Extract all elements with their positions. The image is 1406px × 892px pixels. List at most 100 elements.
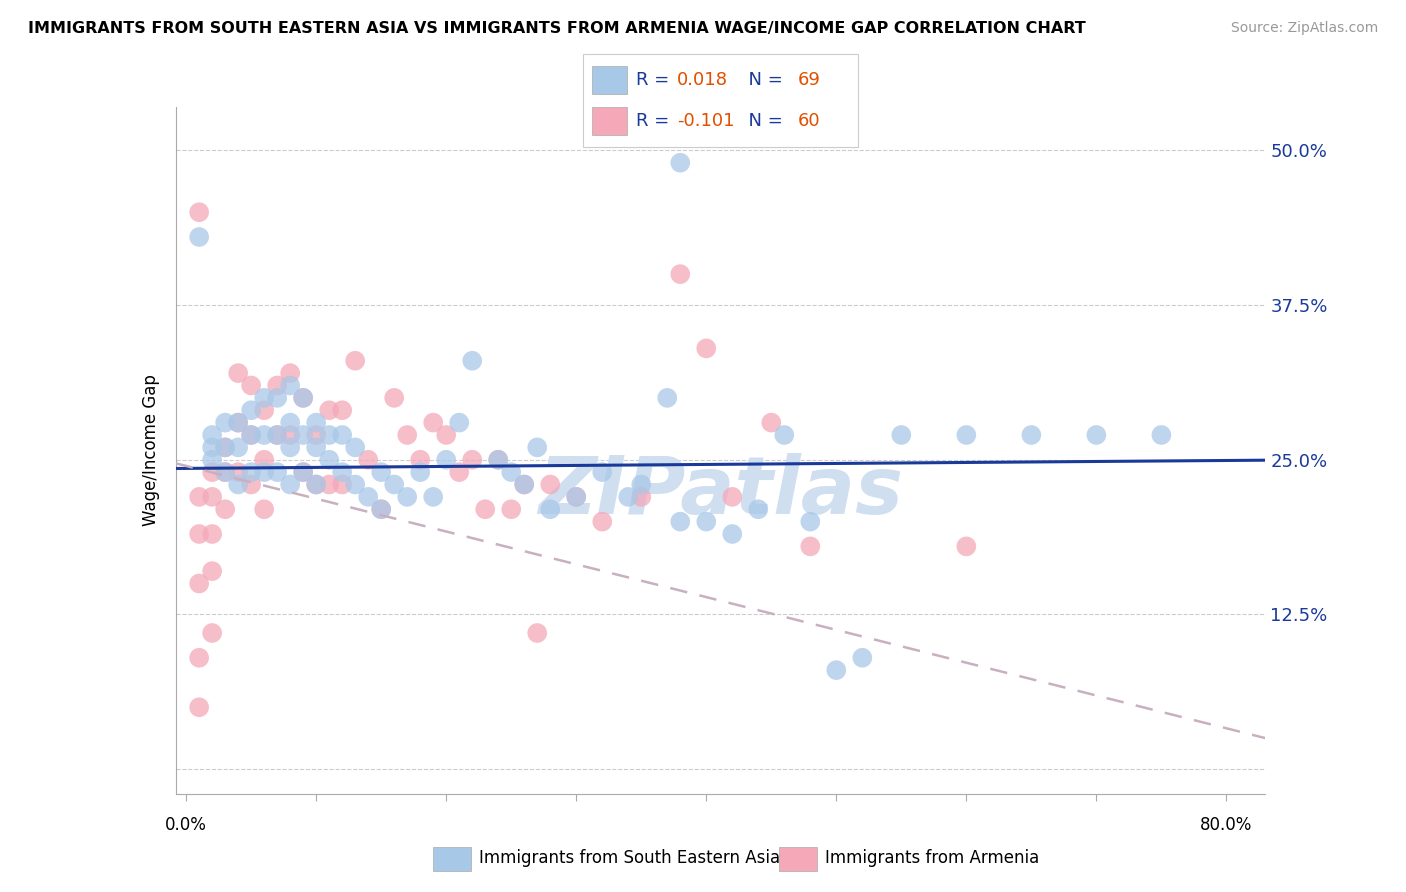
Point [825,663,848,677]
Point [669,515,692,529]
Point [226,416,249,430]
Point [188,650,211,665]
Point [292,465,315,479]
Point [344,353,367,368]
Point [266,391,288,405]
Point [370,465,392,479]
Point [474,502,496,516]
Text: Immigrants from Armenia: Immigrants from Armenia [825,849,1039,867]
Point [501,465,523,479]
Point [214,465,236,479]
Text: 80.0%: 80.0% [1201,816,1253,834]
Text: ZIPatlas: ZIPatlas [538,452,903,531]
Point [617,490,640,504]
Point [278,378,301,392]
Point [214,416,236,430]
Point [201,564,224,578]
Point [240,428,263,442]
Point [955,428,977,442]
Point [538,502,561,516]
Point [630,477,652,491]
FancyBboxPatch shape [583,54,858,147]
Point [747,502,769,516]
Point [382,391,405,405]
Point [278,441,301,455]
Point [669,267,692,281]
Text: Immigrants from South Eastern Asia: Immigrants from South Eastern Asia [479,849,780,867]
Point [214,441,236,455]
Point [538,477,561,491]
Point [695,342,717,356]
Point [486,452,509,467]
Text: R =: R = [636,112,675,130]
Point [305,428,328,442]
Point [240,477,263,491]
FancyBboxPatch shape [779,847,817,871]
Point [226,366,249,380]
Point [513,477,536,491]
Point [513,477,536,491]
Point [240,378,263,392]
Point [1085,428,1108,442]
Point [188,527,211,541]
Text: IMMIGRANTS FROM SOUTH EASTERN ASIA VS IMMIGRANTS FROM ARMENIA WAGE/INCOME GAP CO: IMMIGRANTS FROM SOUTH EASTERN ASIA VS IM… [28,21,1085,36]
Point [591,515,613,529]
Point [266,428,288,442]
Point [330,477,353,491]
Point [278,428,301,442]
FancyBboxPatch shape [433,847,471,871]
Point [799,540,821,554]
Point [226,477,249,491]
Point [278,366,301,380]
Point [278,477,301,491]
Point [422,490,444,504]
Point [318,452,340,467]
Point [330,403,353,417]
Point [253,452,276,467]
Point [449,465,471,479]
Point [214,502,236,516]
Point [461,353,484,368]
Text: 0.018: 0.018 [676,70,728,88]
Text: 60: 60 [797,112,820,130]
Point [253,502,276,516]
Point [240,465,263,479]
Point [253,465,276,479]
Point [305,441,328,455]
Point [214,441,236,455]
Point [409,452,432,467]
Point [434,452,457,467]
Point [330,465,353,479]
Point [188,576,211,591]
Point [292,428,315,442]
Point [344,477,367,491]
Point [396,490,419,504]
Point [188,230,211,244]
Point [292,465,315,479]
FancyBboxPatch shape [592,107,627,135]
Point [330,428,353,442]
Point [226,441,249,455]
Point [486,452,509,467]
Point [266,378,288,392]
Point [253,391,276,405]
Point [449,416,471,430]
Text: 0.0%: 0.0% [166,816,207,834]
Point [721,490,744,504]
Point [240,403,263,417]
Point [955,540,977,554]
Point [201,441,224,455]
Text: N =: N = [737,70,789,88]
Point [318,428,340,442]
Point [565,490,588,504]
Point [657,391,679,405]
Point [201,490,224,504]
Point [318,403,340,417]
Point [188,205,211,219]
Point [526,626,548,640]
Point [214,465,236,479]
Point [201,626,224,640]
Point [761,416,783,430]
Point [501,502,523,516]
Text: Source: ZipAtlas.com: Source: ZipAtlas.com [1230,21,1378,35]
